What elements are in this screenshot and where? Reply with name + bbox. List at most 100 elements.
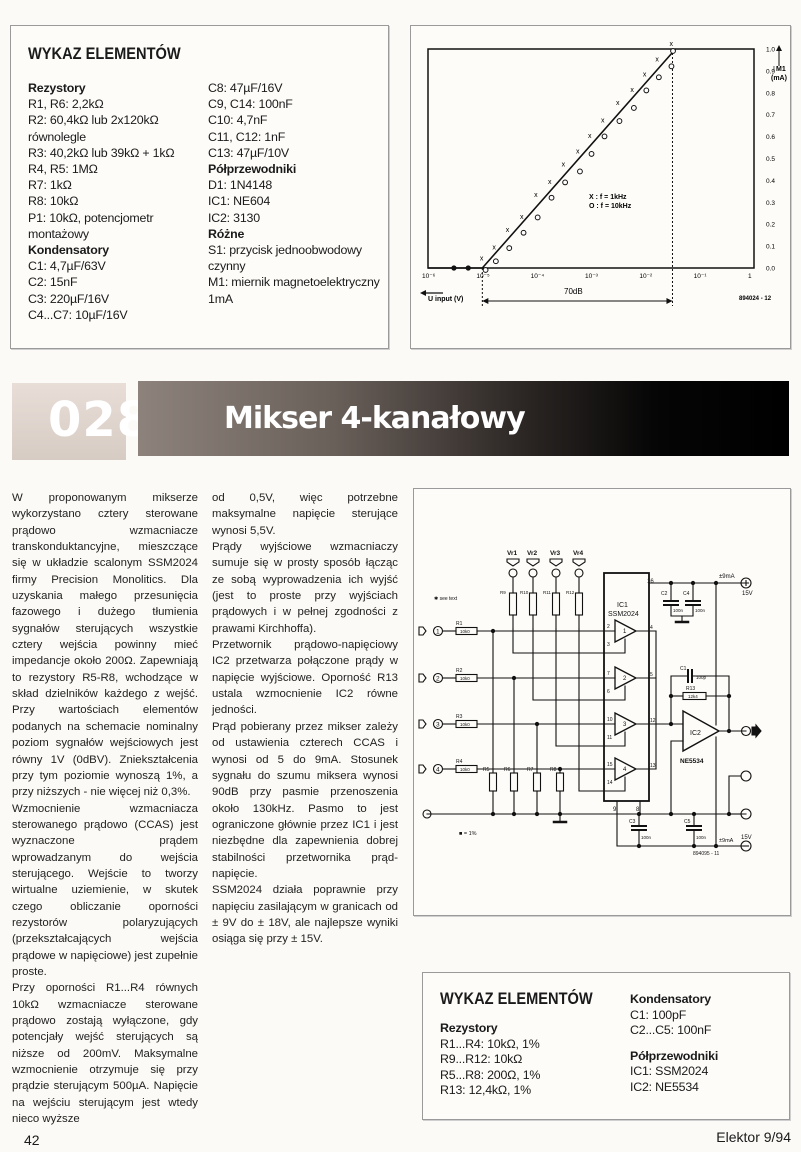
resistor-value: 12k4: [688, 694, 698, 699]
data-point-10khz: [655, 74, 662, 81]
parts-list-top: WYKAZ ELEMENTÓW Rezystory R1, R6: 2,2kΩ R2…: [10, 25, 389, 349]
wire: [681, 604, 694, 617]
ground-terminal[interactable]: [740, 770, 752, 782]
wire: [670, 740, 684, 815]
input-number: 2: [436, 676, 440, 683]
article-title-bar: Mikser 4-kanałowy: [138, 381, 789, 456]
resistor-label: R10: [520, 590, 529, 595]
data-point-1khz: x: [616, 100, 620, 107]
ic1-label: IC1: [617, 602, 628, 609]
paragraph: W proponowanym mikserze wykorzystano czt…: [12, 492, 198, 799]
resistor-value: 10k0: [460, 722, 470, 727]
data-point-10khz: [534, 214, 541, 221]
pin-label: 4: [650, 625, 653, 631]
part-item: R7: 1kΩ: [28, 178, 72, 193]
section-heading: Półprzewodniki: [208, 162, 297, 177]
wire: [691, 675, 730, 732]
capacitor-value: 100n: [641, 835, 652, 840]
y-tick-label: 0.5: [766, 156, 775, 163]
parts-list-column-2: C8: 47µF/16V C9, C14: 100nF C10: 4,7nF C11,…: [208, 80, 380, 307]
capacitor-value: 100n: [695, 608, 706, 613]
magazine-issue: Elektor 9/94: [716, 1129, 791, 1145]
capacitor-value: 100p: [696, 675, 707, 680]
part-item: R5...R8: 200Ω, 1%: [440, 1067, 541, 1082]
data-point-1khz: x: [492, 245, 496, 252]
input-connector-icon: [418, 764, 427, 774]
junction-dot: [713, 843, 719, 849]
wire: [578, 628, 626, 792]
control-input-icon: [549, 558, 563, 567]
data-point-1khz: x: [534, 192, 538, 199]
supply-voltage-label: 15V: [741, 835, 752, 841]
plot-frame: [427, 48, 755, 269]
part-item: C9, C14: 100nF: [208, 97, 293, 112]
pin-label: 15: [607, 762, 613, 768]
part-item: równolegle: [28, 129, 86, 144]
capacitor-label: C3: [629, 819, 636, 825]
data-point-10khz: [506, 245, 513, 252]
part-item: C10: 4,7nF: [208, 113, 268, 128]
resistor-label: R6: [504, 767, 511, 773]
junction-dot: [490, 811, 496, 817]
control-voltage-label: Vr1: [507, 550, 518, 557]
y-tick-label: 0.8: [766, 90, 775, 97]
negative-supply-terminal[interactable]: [740, 840, 752, 852]
input-number: 4: [436, 767, 440, 774]
resistor-shunt: [555, 772, 565, 792]
data-point-10khz: [482, 267, 489, 273]
ota-amplifier: [614, 665, 638, 691]
resistor-label: R11: [543, 590, 551, 595]
junction-dot: [636, 843, 642, 849]
input-connector-icon: [418, 673, 427, 683]
wire: [728, 775, 742, 815]
positive-supply-terminal[interactable]: [740, 577, 752, 589]
data-point-10khz: [643, 87, 650, 94]
parts-list-bottom: WYKAZ ELEMENTÓW Rezystory R1...R4: 10kΩ,…: [422, 972, 790, 1120]
ota-amplifier: [614, 756, 638, 782]
wire: [555, 628, 626, 747]
data-point-1khz: x: [548, 179, 552, 186]
control-terminal[interactable]: [574, 568, 584, 578]
output-terminal[interactable]: [740, 725, 752, 737]
resistor-control: [508, 592, 518, 616]
x-tick-label: 10⁻⁵: [476, 273, 490, 280]
input-number: 1: [436, 629, 440, 636]
parts-list-title: WYKAZ ELEMENTÓW: [440, 989, 593, 1008]
section-heading: Półprzewodniki: [630, 1048, 719, 1063]
part-item: montażowy: [28, 226, 89, 241]
part-item: IC2: 3130: [208, 210, 260, 225]
pin-label: 3: [607, 642, 610, 648]
y-tick-label: 0.0: [766, 266, 775, 273]
resistor-control: [574, 592, 584, 616]
data-point-dot: [451, 265, 457, 271]
part-item: C1: 100pF: [630, 1007, 687, 1022]
parts-list-column-1: Rezystory R1, R6: 2,2kΩ R2: 60,4kΩ lub 2x1…: [28, 80, 175, 323]
section-heading: Kondensatory: [28, 243, 109, 258]
wire: [512, 628, 626, 654]
data-point-1khz: x: [480, 256, 484, 263]
pin-label: 13: [650, 763, 656, 769]
part-item: R13: 12,4kΩ, 1%: [440, 1083, 531, 1098]
control-terminal[interactable]: [528, 568, 538, 578]
pin-label: 9: [613, 807, 617, 813]
control-terminal[interactable]: [508, 568, 518, 578]
data-point-10khz: [588, 151, 595, 157]
part-item: 1mA: [208, 291, 233, 306]
pin-label: 12: [650, 718, 656, 724]
junction-dot: [511, 811, 517, 817]
supply-current-label: ±9mA: [719, 574, 735, 580]
data-point-1khz: x: [520, 214, 524, 221]
junction-dot: [713, 580, 719, 586]
part-item: S1: przycisk jednoobwodowy: [208, 243, 362, 258]
control-input-icon: [506, 558, 520, 567]
part-item: IC1: SSM2024: [630, 1064, 709, 1079]
output-arrow-icon: [751, 723, 762, 739]
resistor-value: 10k0: [460, 676, 470, 681]
figure-id: 894024 - 12: [739, 296, 772, 302]
control-terminal[interactable]: [551, 568, 561, 578]
pin-label: 8: [636, 807, 640, 813]
capacitor-value: 100n: [696, 835, 707, 840]
data-point-1khz: x: [630, 87, 634, 94]
data-point-dot: [465, 265, 471, 271]
